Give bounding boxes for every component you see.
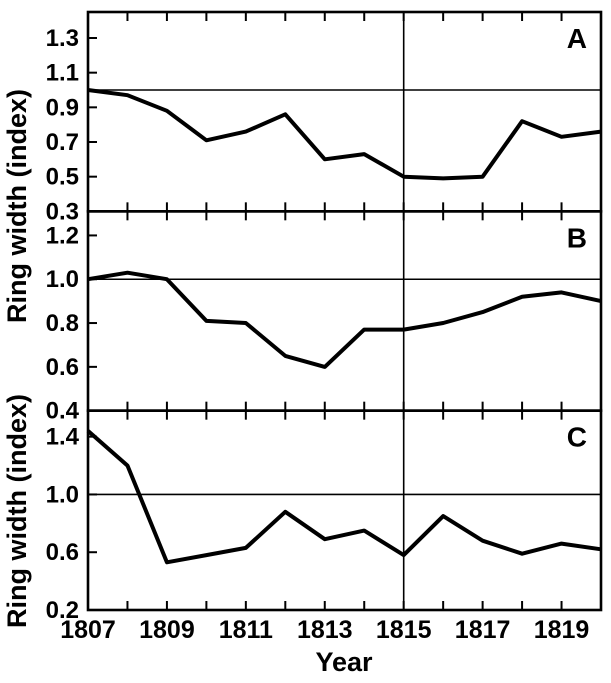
y-tick-label-A: 0.7 <box>46 129 79 156</box>
y-tick-label-A: 0.9 <box>46 94 79 121</box>
y-tick-label-A: 0.5 <box>46 164 79 191</box>
y-tick-label-B: 0.4 <box>46 398 80 425</box>
x-tick-label-1815: 1815 <box>376 616 432 644</box>
y-axis-label-bottom: Ring width (index) <box>2 394 32 628</box>
y-tick-label-C: 0.6 <box>46 539 79 566</box>
panel-label-A: A <box>567 23 587 54</box>
series-line-B <box>87 270 602 369</box>
y-tick-label-C: 1.4 <box>46 424 80 451</box>
x-tick-label-1817: 1817 <box>455 616 511 644</box>
y-tick-label-B: 1.0 <box>46 266 79 293</box>
y-tick-label-A: 1.1 <box>46 60 79 87</box>
series-line-C <box>86 429 602 565</box>
panel-label-B: B <box>567 222 587 253</box>
y-tick-label-A: 0.3 <box>46 198 79 225</box>
y-tick-label-B: 1.2 <box>46 222 79 249</box>
panel-border-C <box>86 409 603 612</box>
y-axis-label-top: Ring width (index) <box>2 89 32 323</box>
y-tick-label-A: 1.3 <box>46 25 79 52</box>
x-axis-label: Year <box>315 647 373 677</box>
y-tick-label-B: 0.8 <box>46 310 79 337</box>
x-tick-label-1819: 1819 <box>534 616 590 644</box>
series-line-A <box>87 88 602 181</box>
x-tick-label-1813: 1813 <box>297 616 353 644</box>
panel-border-B <box>86 210 603 412</box>
y-tick-label-C: 0.2 <box>46 597 79 624</box>
x-tick-label-1809: 1809 <box>139 616 195 644</box>
chart-generated-content: 0.3 0.5 0.7 0.9 1.1 1.3 A 0.4 0.6 0.8 1.0 1.2 B 0.2 0.… <box>46 10 603 644</box>
x-tick-label-1811: 1811 <box>219 616 273 644</box>
y-tick-label-C: 1.0 <box>46 481 79 508</box>
y-tick-label-B: 0.6 <box>46 354 79 381</box>
x-tick-label-1807: 1807 <box>60 616 116 644</box>
panel-label-C: C <box>567 422 587 453</box>
